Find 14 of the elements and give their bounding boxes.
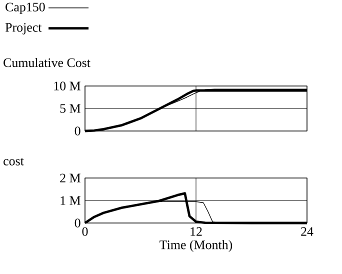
x-tick-label: 24 <box>301 227 314 236</box>
chart-title: cost <box>4 158 24 166</box>
legend-label: Cap150 <box>6 2 45 14</box>
y-tick-label: 2 M <box>60 174 80 182</box>
y-tick-label: 1 M <box>60 196 80 205</box>
legend-label: Project <box>5 23 42 34</box>
x-tick-label: 0 <box>82 227 88 236</box>
y-tick-label: 0 <box>74 218 80 228</box>
y-tick-label: 10 M <box>54 82 80 90</box>
chart-title: Cumulative Cost <box>4 58 90 68</box>
x-axis-title: Time (Month) <box>160 240 232 252</box>
y-tick-label: 5 M <box>60 104 80 113</box>
x-tick-label: 12 <box>190 227 202 236</box>
y-tick-label: 0 <box>74 126 80 136</box>
